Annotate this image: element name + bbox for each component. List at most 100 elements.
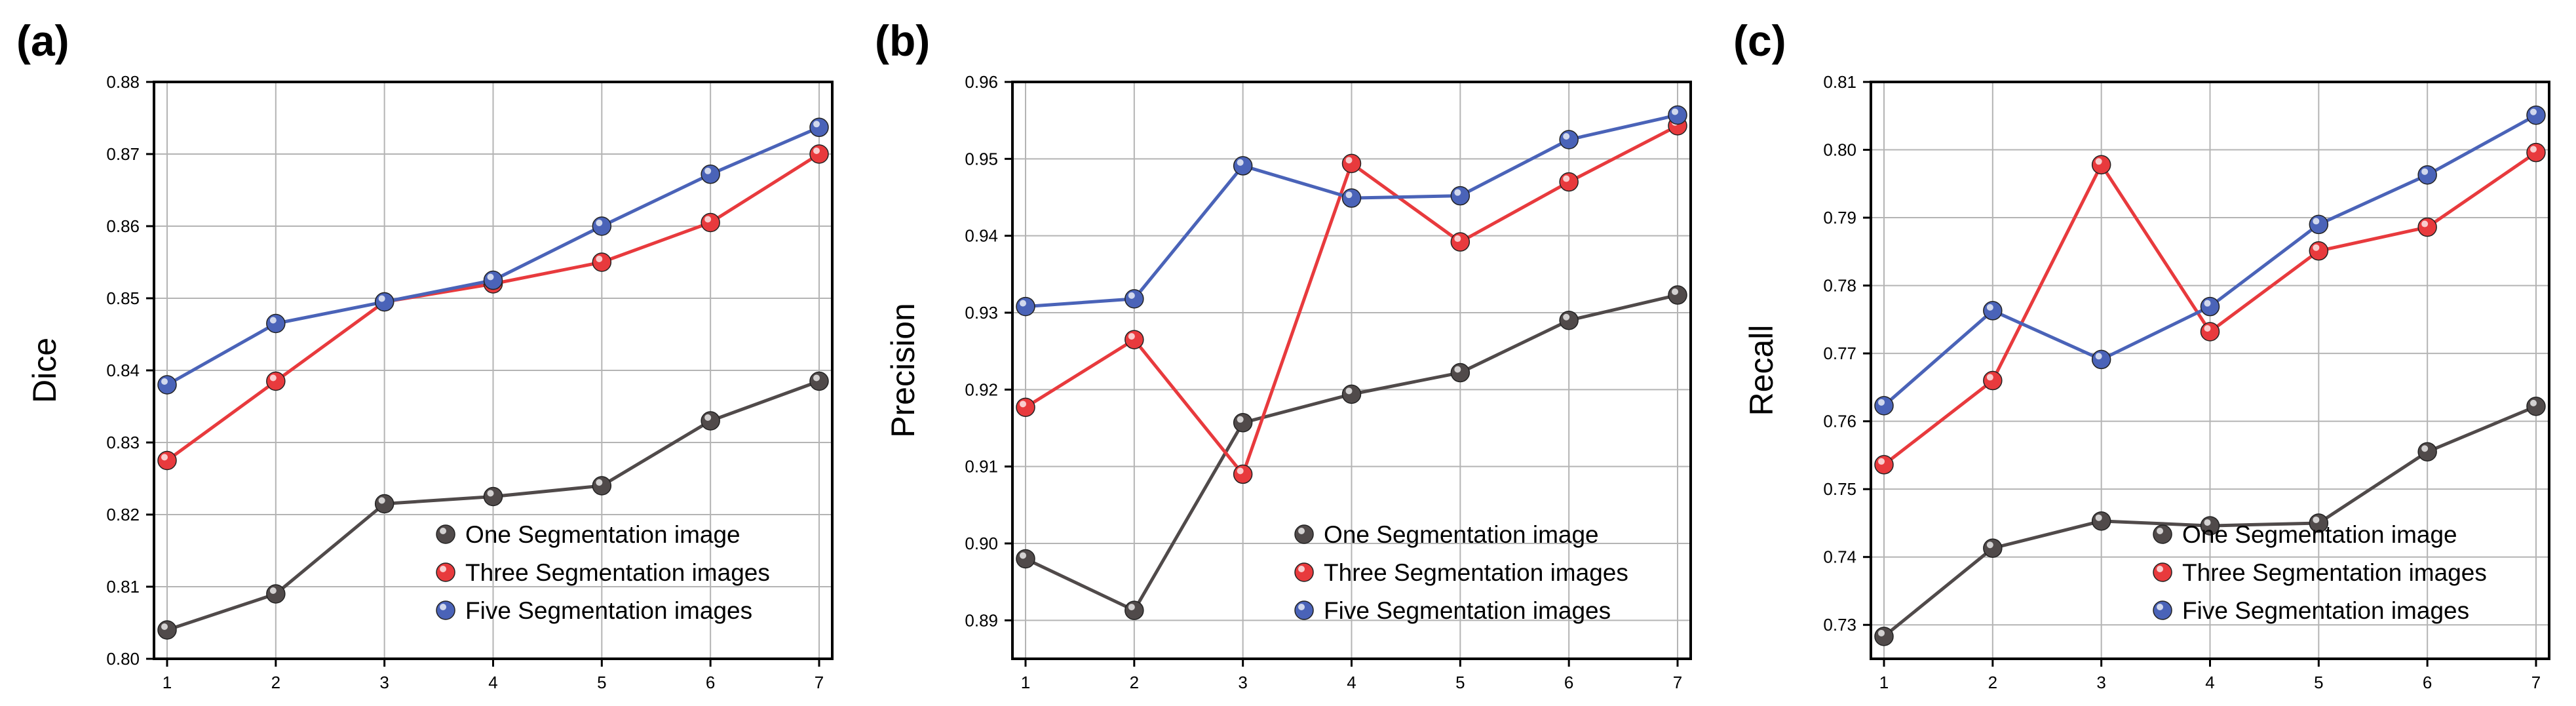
data-point-five [1233, 156, 1253, 176]
data-point-highlight [2421, 445, 2429, 452]
data-point-highlight [1237, 467, 1244, 475]
data-point-three [157, 450, 177, 471]
y-tick-label: 0.94 [965, 226, 998, 246]
y-tick-label: 0.86 [106, 216, 140, 236]
y-tick-label: 0.81 [106, 577, 140, 597]
data-point-three [1983, 370, 2003, 391]
data-point-highlight [1986, 541, 1993, 549]
y-tick-label: 0.84 [106, 361, 140, 380]
y-tick-label: 0.95 [965, 149, 998, 168]
y-tick-label: 0.73 [1823, 615, 1856, 635]
x-tick-label: 2 [1130, 673, 1139, 692]
data-point-highlight [378, 497, 385, 504]
x-tick-label: 5 [1455, 673, 1465, 692]
y-tick-label: 0.82 [106, 505, 140, 524]
data-point-highlight [2530, 108, 2537, 115]
data-point-five [1668, 105, 1687, 125]
y-tick-label: 0.80 [1823, 140, 1856, 160]
data-point-three [1016, 397, 1035, 418]
data-point-five [2417, 165, 2437, 185]
data-point-highlight [2095, 158, 2102, 165]
x-tick-label: 5 [2314, 673, 2323, 692]
x-tick-label: 1 [1879, 673, 1889, 692]
data-point-highlight [1345, 191, 1353, 199]
data-point-highlight [2095, 514, 2102, 521]
data-point-three [701, 212, 720, 233]
data-point-five [809, 117, 829, 138]
data-point-highlight [2421, 168, 2429, 175]
legend-marker-one [1294, 524, 1314, 544]
legend-marker-five [1294, 600, 1314, 620]
data-point-highlight [2204, 519, 2211, 526]
data-point-highlight [1563, 175, 1570, 182]
data-point-five [701, 165, 720, 184]
legend-marker-three [1294, 562, 1314, 582]
x-tick-label: 6 [2423, 673, 2432, 692]
data-point-five [1016, 296, 1035, 317]
y-axis-label: Recall [1743, 325, 1780, 416]
data-point-highlight [596, 479, 603, 486]
data-point-three [1450, 232, 1471, 252]
data-point-five [1125, 289, 1144, 309]
data-point-highlight [269, 317, 277, 324]
legend-marker-highlight [440, 604, 447, 610]
data-point-highlight [2095, 353, 2102, 360]
x-tick-label: 6 [1564, 673, 1573, 692]
x-tick-label: 2 [1988, 673, 1997, 692]
x-tick-label: 7 [2531, 673, 2541, 692]
data-point-five [266, 313, 286, 334]
data-point-five [1874, 396, 1894, 416]
y-tick-label: 0.88 [106, 72, 140, 92]
data-point-three [592, 252, 612, 272]
y-tick-label: 0.87 [106, 144, 140, 164]
data-point-five [2526, 105, 2546, 125]
data-point-five [1559, 130, 1579, 149]
data-point-highlight [161, 623, 168, 630]
data-point-five [2200, 296, 2220, 317]
data-point-highlight [596, 256, 603, 262]
data-point-three [1233, 464, 1253, 484]
data-point-highlight [2421, 220, 2429, 227]
data-point-highlight [1672, 108, 1678, 115]
plot-frame [1870, 81, 2550, 660]
data-point-one [701, 411, 720, 431]
data-point-highlight [1128, 292, 1135, 299]
data-point-three [809, 144, 829, 164]
data-point-highlight [1020, 552, 1026, 559]
data-point-one [2526, 397, 2546, 416]
data-point-highlight [269, 587, 277, 594]
data-point-one [483, 486, 503, 507]
x-tick-label: 7 [815, 673, 824, 692]
y-tick-label: 0.80 [106, 649, 140, 669]
data-point-highlight [1563, 133, 1570, 140]
legend-label: One Segmentation image [2182, 521, 2457, 548]
panel-label: (a) [16, 16, 69, 65]
data-point-five [374, 292, 394, 312]
data-point-highlight [2313, 244, 2320, 251]
y-tick-label: 0.89 [965, 610, 998, 630]
data-point-five [157, 375, 177, 395]
data-point-five [2309, 214, 2329, 235]
x-tick-label: 1 [1021, 673, 1030, 692]
x-tick-label: 6 [706, 673, 715, 692]
data-point-highlight [487, 490, 494, 497]
x-tick-label: 1 [163, 673, 172, 692]
y-tick-label: 0.93 [965, 303, 998, 323]
data-point-three [2091, 155, 2111, 175]
y-tick-label: 0.76 [1823, 412, 1856, 431]
legend-marker-highlight [440, 566, 447, 572]
y-tick-label: 0.83 [106, 433, 140, 452]
data-point-three [266, 371, 286, 391]
y-tick-label: 0.96 [965, 72, 998, 92]
data-point-highlight [161, 378, 168, 385]
data-point-highlight [813, 374, 820, 382]
data-point-highlight [378, 295, 385, 302]
data-point-one [1450, 363, 1471, 383]
panel-a: 0.80 0.81 0.82 0.83 0.84 0.85 0.86 0.87 0.88 1 2 3 4… [0, 0, 858, 703]
panel-c: 0.73 0.74 0.75 0.76 0.77 0.78 0.79 0.80 0.81 1 2 3 4… [1717, 0, 2575, 703]
data-point-five [483, 270, 503, 290]
data-point-one [1125, 600, 1144, 620]
data-point-highlight [487, 273, 494, 281]
legend-label: Five Segmentation images [2182, 597, 2469, 624]
data-point-one [809, 371, 829, 391]
